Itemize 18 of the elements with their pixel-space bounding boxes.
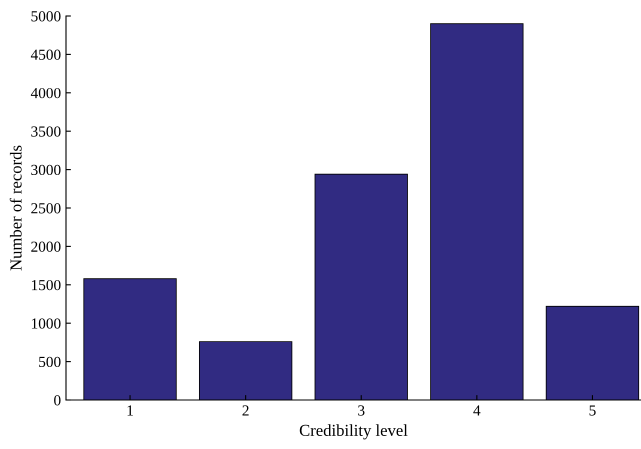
x-tick-label: 3 [358,405,364,416]
y-tick-label: 4500 [30,50,61,60]
y-tick-label: 3000 [31,164,61,176]
y-tick-label: 4000 [30,88,61,98]
x-tick-label: 4 [473,405,480,416]
x-tick-label: 1 [128,405,133,416]
x-tick-label: 2 [242,405,249,416]
x-tick-label: 5 [590,405,596,416]
y-tick-label: 3500 [31,126,61,137]
y-tick-label: 500 [39,356,61,368]
y-tick-label: 1000 [32,318,61,329]
y-axis-title: Number of records [10,146,22,270]
y-tick-label: 5000 [31,11,61,22]
x-axis-title: Credibility level [300,424,408,440]
y-tick-label: 1500 [32,280,61,290]
y-tick-label: 0 [54,395,61,406]
y-tick-label: 2000 [31,242,61,252]
y-tick-label: 2500 [31,203,61,214]
